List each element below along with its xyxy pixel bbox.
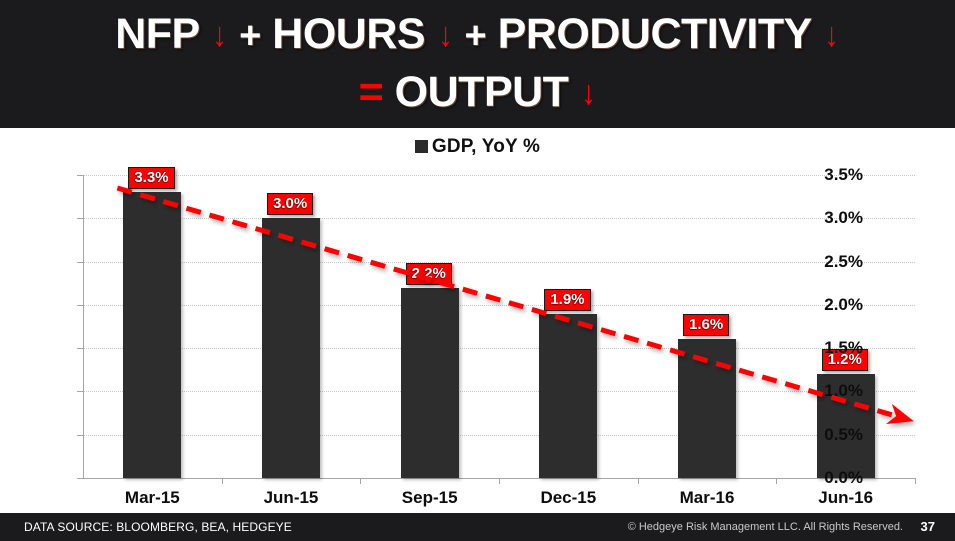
plus-sign: + bbox=[239, 15, 261, 57]
y-axis-tick-label: 1.0% bbox=[824, 381, 863, 401]
y-axis-tick-label: 3.0% bbox=[824, 208, 863, 228]
y-axis-tick bbox=[77, 434, 83, 436]
footer-bar: DATA SOURCE: BLOOMBERG, BEA, HEDGEYE © H… bbox=[0, 513, 955, 541]
x-axis-tick-label: Sep-15 bbox=[401, 488, 458, 507]
chart-legend: GDP, YoY % bbox=[0, 136, 955, 158]
headline-line-1: NFP ↓ + HOURS ↓ + PRODUCTIVITY ↓ bbox=[0, 8, 955, 63]
bar-value-label: 3.3% bbox=[128, 167, 175, 190]
y-axis-tick bbox=[77, 391, 83, 393]
gridline bbox=[83, 304, 915, 306]
chart-container: GDP, YoY % 3.3% 3.0% 2.2% 1.9% 1.6% 1.2% 0.0%… bbox=[0, 128, 955, 513]
x-axis-tick bbox=[221, 478, 223, 484]
y-axis-tick bbox=[77, 218, 83, 220]
x-axis-tick-label: Dec-15 bbox=[540, 488, 597, 507]
y-axis-tick-label: 0.0% bbox=[824, 468, 863, 487]
plus-sign: + bbox=[464, 15, 487, 57]
down-arrow-icon: ↓ bbox=[581, 74, 596, 112]
header-banner: NFP ↓ + HOURS ↓ + PRODUCTIVITY ↓ = OUTPU… bbox=[0, 0, 955, 128]
y-axis-tick-label: 2.0% bbox=[824, 294, 863, 314]
down-arrow-icon: ↓ bbox=[824, 16, 839, 54]
gridline bbox=[83, 261, 915, 263]
bar-value-label: 2.2% bbox=[405, 262, 452, 285]
y-axis-tick-label: 3.5% bbox=[824, 165, 863, 184]
bar bbox=[123, 192, 182, 478]
y-axis-tick bbox=[77, 261, 83, 263]
footer-page-number: 37 bbox=[920, 519, 935, 534]
y-axis-tick-label: 0.5% bbox=[824, 424, 863, 444]
headline-word: NFP bbox=[115, 10, 200, 58]
bar bbox=[539, 313, 598, 478]
gridline bbox=[83, 391, 915, 393]
x-axis-tick bbox=[499, 478, 500, 484]
bar bbox=[262, 218, 320, 478]
gridline bbox=[83, 218, 915, 220]
bar bbox=[400, 287, 459, 478]
y-axis-tick-label: 1.5% bbox=[824, 338, 863, 358]
y-axis-line bbox=[83, 175, 84, 479]
bar bbox=[678, 339, 736, 478]
equals-sign: = bbox=[358, 68, 384, 116]
x-axis-tick-label: Mar-15 bbox=[124, 488, 180, 507]
x-axis-tick-label: Jun-15 bbox=[263, 488, 319, 507]
x-axis-tick bbox=[360, 478, 362, 484]
x-axis-tick bbox=[637, 478, 639, 484]
y-axis-tick bbox=[77, 304, 83, 306]
gridline bbox=[83, 348, 915, 350]
footer-copyright: © Hedgeye Risk Management LLC. All Right… bbox=[627, 521, 903, 533]
gridline bbox=[83, 175, 915, 176]
headline-word: PRODUCTIVITY bbox=[497, 10, 813, 58]
x-axis-tick bbox=[915, 478, 916, 484]
legend-swatch-icon bbox=[414, 140, 428, 153]
y-axis-tick bbox=[77, 175, 83, 176]
y-axis-tick bbox=[77, 348, 83, 350]
x-axis-tick-label: Jun-16 bbox=[818, 488, 874, 507]
headline-line-2: = OUTPUT ↓ bbox=[0, 66, 955, 121]
down-arrow-icon: ↓ bbox=[212, 16, 227, 54]
footer-data-source: DATA SOURCE: BLOOMBERG, BEA, HEDGEYE bbox=[24, 520, 292, 534]
x-axis-tick-label: Mar-16 bbox=[679, 488, 735, 507]
legend-label: GDP, YoY % bbox=[431, 136, 541, 157]
bar-value-label: 3.0% bbox=[267, 193, 314, 216]
down-arrow-icon: ↓ bbox=[437, 16, 452, 54]
headline-word: OUTPUT bbox=[394, 68, 569, 116]
y-axis-tick bbox=[77, 478, 83, 479]
bar-value-label: 1.9% bbox=[544, 288, 591, 311]
gridline bbox=[83, 434, 915, 436]
x-axis-tick bbox=[776, 478, 778, 484]
bar-value-label: 1.6% bbox=[683, 314, 730, 337]
plot-area: 3.3% 3.0% 2.2% 1.9% 1.6% 1.2% bbox=[77, 167, 916, 484]
headline-word: HOURS bbox=[272, 10, 426, 58]
y-axis-tick-label: 2.5% bbox=[824, 251, 863, 271]
